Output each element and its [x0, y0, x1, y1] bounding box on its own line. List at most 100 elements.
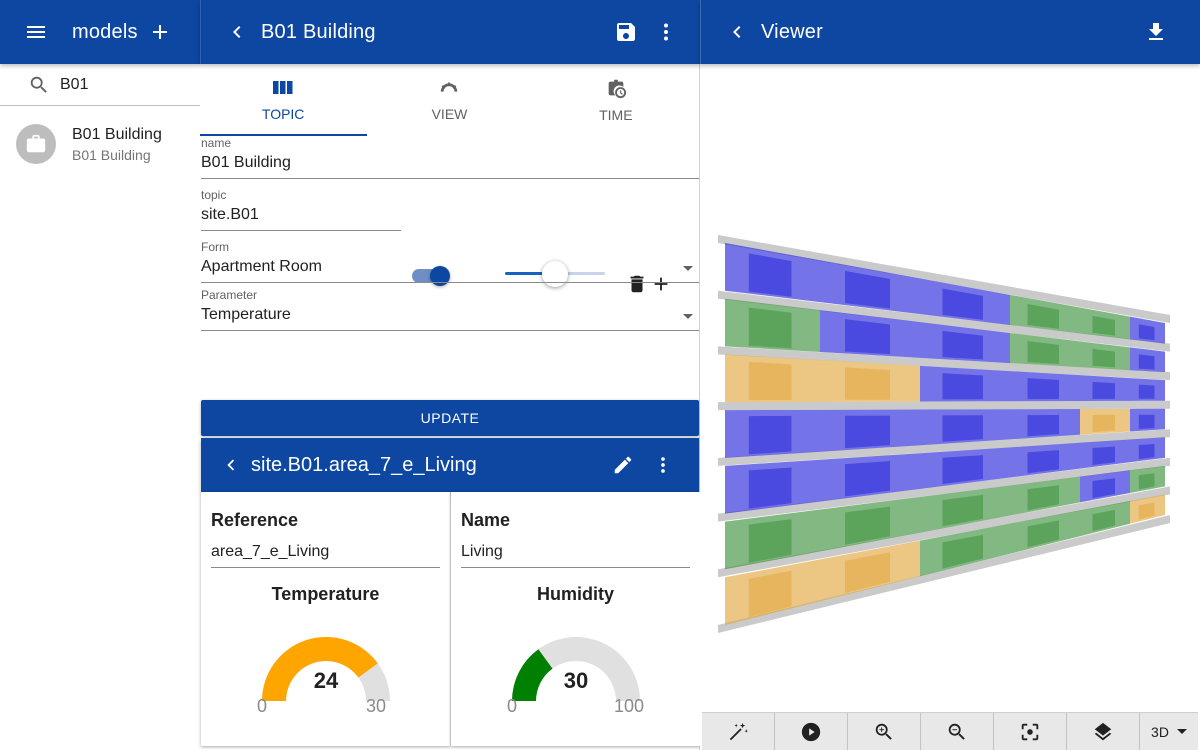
room-inner [1027, 520, 1059, 548]
temperature-gauge-title: Temperature [271, 584, 380, 604]
room-volume [1080, 375, 1130, 401]
editor-panel: TOPIC VIEW TIME name topic [200, 64, 700, 750]
viewer-title: Viewer [761, 20, 823, 43]
name-label: name [201, 136, 232, 150]
add-topic-icon[interactable] [649, 264, 673, 304]
view-mode-select[interactable]: 3D [1140, 713, 1198, 750]
floor-slab [718, 515, 1170, 633]
form-select[interactable]: Form Apartment Room [201, 240, 699, 283]
room-volume [1130, 465, 1165, 494]
room-volume [920, 523, 1010, 577]
room-inner [1027, 341, 1059, 364]
humidity-card: Name Living Humidity 30 0 100 [451, 492, 700, 746]
parameter-dropdown-arrow-icon [683, 314, 693, 319]
room-inner [1092, 446, 1115, 466]
center-focus-icon[interactable] [994, 713, 1067, 750]
room-inner [1092, 414, 1115, 432]
name-field[interactable]: name [201, 136, 699, 179]
room-inner [1092, 478, 1115, 499]
room-volume [1080, 501, 1130, 537]
humidity-gauge-value: 30 [563, 668, 587, 693]
topic-field[interactable]: topic [201, 188, 401, 231]
room-volume [1130, 494, 1165, 524]
detail-back-chevron-icon[interactable] [217, 445, 245, 485]
name-input[interactable] [201, 154, 699, 172]
detail-title: site.B01.area_7_e_Living [251, 453, 477, 476]
room-inner [748, 570, 792, 618]
delete-icon[interactable] [625, 264, 649, 304]
detail-more-vert-icon[interactable] [643, 445, 683, 485]
editor-app-bar: B01 Building [200, 0, 700, 64]
models-title: models [72, 20, 138, 43]
room-inner [942, 373, 983, 400]
room-volume [725, 354, 820, 403]
building-3d-model[interactable] [700, 64, 1200, 704]
temperature-card: Reference area_7_e_Living Temperature 24… [201, 492, 450, 746]
edit-icon[interactable] [603, 445, 643, 485]
chevron-down-icon [1176, 729, 1187, 734]
search-input[interactable] [60, 75, 180, 94]
room-inner [1138, 354, 1155, 370]
room-inner [1138, 443, 1155, 460]
room-inner [942, 330, 983, 360]
room-volume [820, 453, 920, 502]
room-volume [920, 409, 1010, 446]
tab-topic-label: TOPIC [261, 106, 305, 122]
room-volume [725, 509, 820, 570]
room-inner [1138, 324, 1155, 341]
room-inner [1027, 415, 1059, 437]
room-volume [1010, 442, 1080, 478]
room-volume [820, 540, 920, 602]
room-inner [845, 270, 890, 309]
floor-slab [718, 290, 1170, 352]
temperature-gauge: 24 0 30 [256, 637, 390, 715]
room-volume [1130, 408, 1165, 432]
view-mode-value: 3D [1151, 723, 1169, 740]
download-icon[interactable] [1136, 12, 1176, 52]
floor-slab [718, 400, 1170, 411]
update-button[interactable]: UPDATE [201, 400, 699, 436]
work-history-icon [608, 79, 626, 99]
model-subtitle: B01 Building [72, 146, 151, 163]
room-inner [845, 415, 890, 449]
view-array-icon [441, 82, 458, 92]
form-label: Form [201, 240, 229, 254]
room-volume [820, 310, 920, 358]
room-volume [725, 459, 820, 514]
add-model-icon[interactable] [140, 12, 180, 52]
back-chevron-icon[interactable] [221, 12, 253, 52]
topic-label: topic [201, 188, 227, 202]
viewer-back-chevron-icon[interactable] [721, 12, 753, 52]
magic-wand-icon[interactable] [702, 713, 775, 750]
room-volume [920, 365, 1010, 402]
zoom-in-icon[interactable] [848, 713, 921, 750]
parameter-value: Temperature [201, 302, 699, 331]
tab-topic[interactable]: TOPIC [200, 64, 366, 136]
room-inner [1138, 414, 1155, 429]
room-volume [920, 447, 1010, 489]
room-inner [1092, 509, 1115, 532]
room-inner [1027, 485, 1059, 511]
room-volume [725, 559, 820, 625]
save-icon[interactable] [606, 12, 646, 52]
menu-icon[interactable] [16, 12, 56, 52]
tab-view[interactable]: VIEW [366, 64, 532, 136]
tab-time[interactable]: TIME [533, 64, 699, 136]
room-volume [1080, 341, 1130, 371]
room-volume [1080, 307, 1130, 340]
layers-icon[interactable] [1067, 713, 1140, 750]
room-volume [725, 243, 820, 303]
play-icon[interactable] [775, 713, 848, 750]
form-value: Apartment Room [201, 254, 699, 283]
zoom-out-icon[interactable] [921, 713, 994, 750]
room-inner [1092, 381, 1115, 399]
temperature-gauge-value: 24 [313, 668, 338, 693]
topic-input[interactable] [201, 206, 401, 224]
list-item-model[interactable]: B01 Building B01 Building [0, 106, 200, 182]
editor-title: B01 Building [261, 20, 376, 43]
parameter-select[interactable]: Parameter Temperature [201, 288, 699, 331]
name-detail-label: Name [461, 510, 511, 530]
room-inner [845, 506, 890, 545]
more-vert-icon[interactable] [646, 12, 686, 52]
topic-toggle[interactable] [412, 266, 450, 286]
